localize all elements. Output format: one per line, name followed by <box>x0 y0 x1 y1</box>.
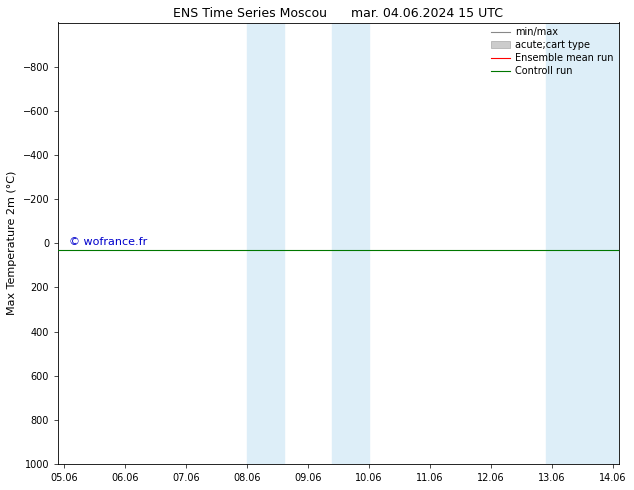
Legend: min/max, acute;cart type, Ensemble mean run, Controll run: min/max, acute;cart type, Ensemble mean … <box>491 27 614 76</box>
Bar <box>545 23 582 464</box>
Title: ENS Time Series Moscou      mar. 04.06.2024 15 UTC: ENS Time Series Moscou mar. 04.06.2024 1… <box>174 7 503 20</box>
Bar <box>582 23 619 464</box>
Bar <box>247 23 283 464</box>
Text: © wofrance.fr: © wofrance.fr <box>69 237 148 247</box>
Y-axis label: Max Temperature 2m (°C): Max Temperature 2m (°C) <box>7 171 17 316</box>
Bar <box>332 23 369 464</box>
